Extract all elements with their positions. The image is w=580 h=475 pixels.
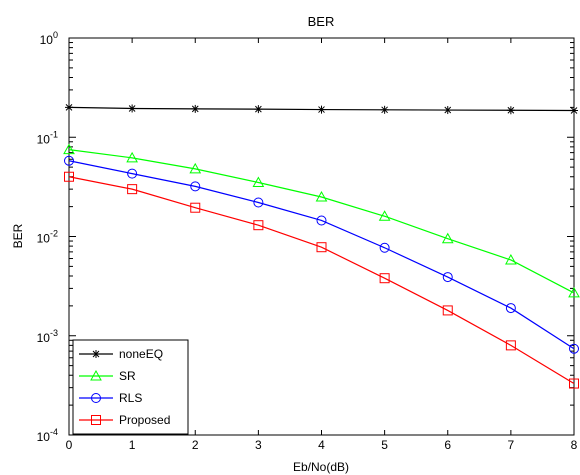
series-line-rls [68,160,575,350]
legend-marker-noneeq [92,350,100,358]
series-proposed [64,171,579,389]
legend-marker-proposed [91,415,101,425]
data-point-sr-2 [189,162,202,174]
data-point-noneeq-6 [443,106,452,115]
x-tick-label-8: 8 [571,438,578,452]
data-point-noneeq-3 [254,105,263,114]
data-point-sr-1 [126,151,138,163]
x-tick-label-7: 7 [508,438,515,452]
x-tick-label-1: 1 [129,438,136,452]
legend-item-rls: RLS [79,391,142,405]
data-point-noneeq-0 [65,103,73,112]
data-point-rls-1 [127,168,138,179]
y-axis-label: BER [11,223,25,248]
data-point-proposed-3 [253,220,264,231]
data-point-rls-3 [253,197,264,208]
chart-title: BER [308,14,335,29]
y-tick-label--4: 10-4 [37,427,58,444]
data-point-rls-5 [379,242,390,253]
x-tick-label-0: 0 [66,438,73,452]
data-point-sr-0 [63,143,75,155]
data-point-rls-2 [190,181,201,192]
data-point-noneeq-2 [191,104,200,113]
data-point-sr-7 [505,253,517,265]
data-point-sr-6 [441,232,454,244]
legend-item-noneeq: noneEQ [79,347,163,361]
legend-label-noneeq: noneEQ [119,347,163,361]
data-point-noneeq-4 [317,105,326,114]
series-sr [63,143,580,298]
data-point-proposed-1 [127,184,138,195]
data-point-proposed-7 [505,340,516,351]
data-point-rls-8 [569,343,579,354]
legend-label-rls: RLS [119,391,142,405]
data-point-sr-8 [568,286,580,298]
series-lines [63,103,580,389]
data-point-noneeq-7 [506,106,515,115]
data-point-proposed-8 [569,378,579,389]
legend-label-proposed: Proposed [119,413,170,427]
data-point-proposed-2 [190,202,201,213]
axes: 0 1 2 3 4 5 6 7 8 100 10-1 10-2 10-3 10-4 [37,30,578,452]
data-point-rls-7 [505,303,516,314]
data-point-sr-5 [378,210,391,221]
series-line-sr [68,149,575,294]
x-tick-label-4: 4 [318,438,325,452]
data-point-noneeq-5 [380,105,389,114]
x-tick-label-5: 5 [381,438,388,452]
legend-item-proposed: Proposed [79,413,170,427]
legend-box [72,339,189,435]
x-tick-label-6: 6 [444,438,451,452]
data-point-proposed-4 [316,242,327,253]
series-rls [64,155,579,354]
legend-marker-sr [90,369,102,381]
data-point-rls-4 [316,215,327,226]
legend-label-sr: SR [119,369,136,383]
y-tick-label--1: 10-1 [37,129,58,146]
legend-marker-rls [91,393,101,403]
data-point-noneeq-1 [128,104,137,113]
data-point-noneeq-8 [570,106,578,115]
data-point-proposed-5 [379,273,390,284]
data-point-proposed-6 [442,305,453,316]
data-point-sr-3 [252,176,265,188]
series-noneeq [65,103,578,115]
y-tick-label--3: 10-3 [37,328,58,345]
data-point-proposed-0 [64,171,74,182]
legend-item-sr: SR [79,369,136,383]
y-tick-label--2: 10-2 [37,229,58,246]
legend: noneEQ SR RLS Proposed [72,339,189,435]
data-point-sr-4 [315,190,328,202]
x-axis-label: Eb/No(dB) [293,460,349,474]
x-tick-label-3: 3 [255,438,262,452]
data-point-rls-6 [442,272,453,283]
y-tick-label-0: 100 [40,30,58,47]
data-point-rls-0 [64,155,74,166]
series-line-proposed [68,176,575,385]
x-tick-label-2: 2 [192,438,199,452]
